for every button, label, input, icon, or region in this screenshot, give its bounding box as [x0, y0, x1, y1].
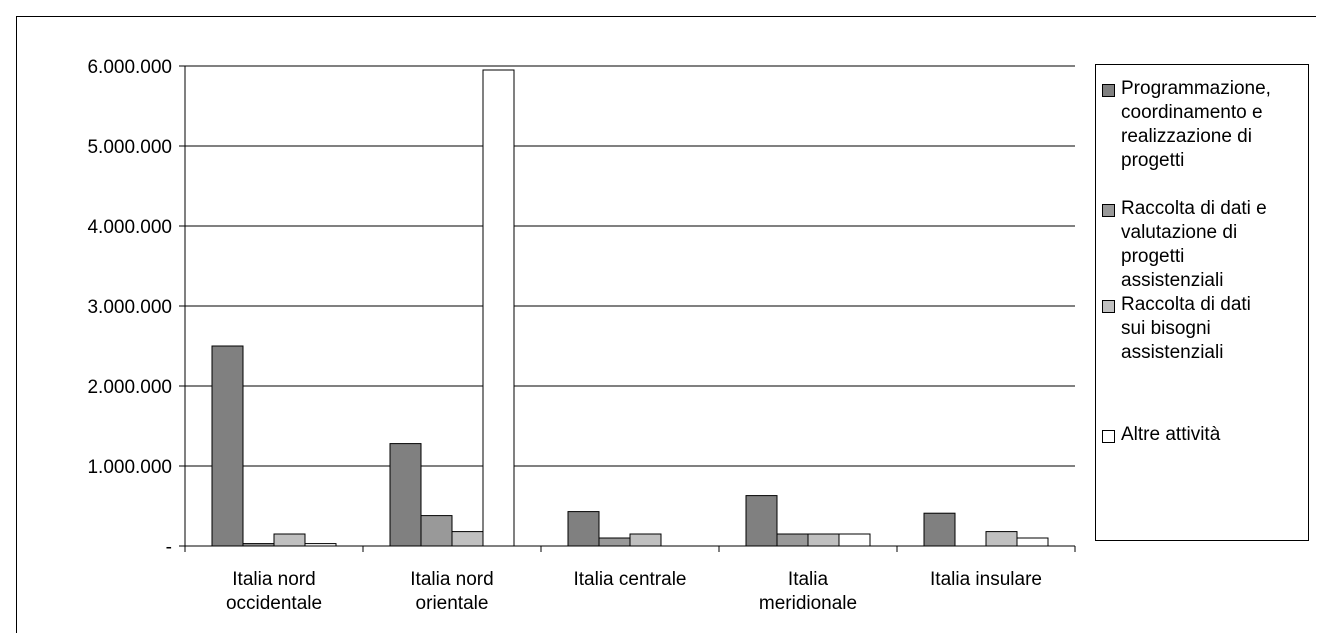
y-tick-label: - — [166, 537, 172, 558]
legend-item: Raccolta di dati e valutazione di progetti… — [1102, 197, 1308, 293]
axes — [184, 66, 1076, 552]
legend-swatch — [1102, 204, 1115, 217]
bar — [598, 537, 631, 547]
y-tick-labels: - 1.000.000 2.000.000 3.000.000 4.000.000 5.0… — [87, 57, 185, 558]
x-category-label: Italia nord occidentale — [226, 569, 322, 614]
legend-label: Altre attività — [1121, 424, 1221, 445]
bar — [567, 511, 600, 547]
chart-frame — [16, 16, 1316, 633]
legend-swatch — [1102, 430, 1115, 443]
x-category-label: Italia meridionale — [759, 569, 857, 614]
y-tick-label: 1.000.000 — [87, 457, 172, 478]
y-tick-label: 2.000.000 — [87, 377, 172, 398]
bar — [451, 531, 484, 547]
legend-label: Raccolta di dati sui bisogni assistenziali — [1121, 294, 1251, 363]
x-category-label: Italia insulare — [930, 569, 1042, 590]
legend-swatch — [1102, 84, 1115, 97]
gridlines — [185, 65, 1075, 467]
x-category-labels: Italia nord occidentale Italia nord orienta… — [226, 569, 1042, 614]
x-category-label: Italia nord orientale — [410, 569, 493, 614]
bar — [389, 443, 422, 547]
legend-swatch — [1102, 300, 1115, 313]
bar — [211, 345, 244, 547]
y-tick-label: 3.000.000 — [87, 297, 172, 318]
bar — [745, 495, 778, 547]
x-category-label: Italia centrale — [573, 569, 686, 590]
bar — [629, 533, 662, 547]
y-tick-label: 4.000.000 — [87, 217, 172, 238]
bar — [838, 533, 871, 547]
legend-label: Programmazione, coordinamento e realizzazi… — [1121, 78, 1271, 171]
bar — [776, 533, 809, 547]
legend-item: Programmazione, coordinamento e realizzazi… — [1102, 77, 1308, 173]
legend-label: Raccolta di dati e valutazione di progetti… — [1121, 198, 1267, 291]
legend-item: Raccolta di dati sui bisogni assistenziali — [1102, 293, 1308, 365]
bar — [923, 512, 956, 547]
y-tick-label: 5.000.000 — [87, 137, 172, 158]
legend-item: Altre attività — [1102, 423, 1308, 447]
bar — [273, 533, 306, 547]
bar — [482, 69, 515, 547]
y-tick-label: 6.000.000 — [87, 57, 172, 78]
bar — [1016, 537, 1049, 547]
bars — [211, 69, 1049, 547]
bar — [420, 515, 453, 547]
bar — [985, 531, 1018, 547]
bar — [807, 533, 840, 547]
legend: Programmazione, coordinamento e realizzazi… — [1095, 64, 1309, 541]
